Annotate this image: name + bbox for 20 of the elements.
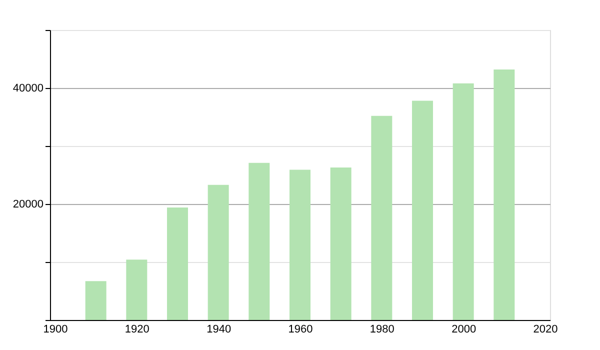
x-tick-label: 1980: [370, 324, 394, 336]
x-tick-label: 1900: [43, 324, 68, 336]
bar: [167, 207, 188, 320]
bar: [494, 69, 515, 320]
bar: [208, 184, 229, 320]
bar: [85, 281, 106, 320]
x-tick-label: 1920: [124, 324, 150, 336]
x-tick-label: 2000: [452, 324, 476, 336]
bar: [290, 170, 310, 320]
x-tick-label: 2020: [533, 324, 558, 336]
bar: [371, 116, 392, 320]
bar: [412, 100, 433, 320]
y-tick-label: 20000: [12, 198, 44, 210]
bar: [330, 167, 352, 320]
bar: [452, 83, 474, 320]
bar: [126, 260, 148, 320]
x-tick-label: 1960: [288, 324, 313, 336]
y-tick-label: 40000: [12, 82, 44, 94]
x-tick-label: 1940: [206, 324, 232, 336]
bar: [248, 162, 270, 320]
